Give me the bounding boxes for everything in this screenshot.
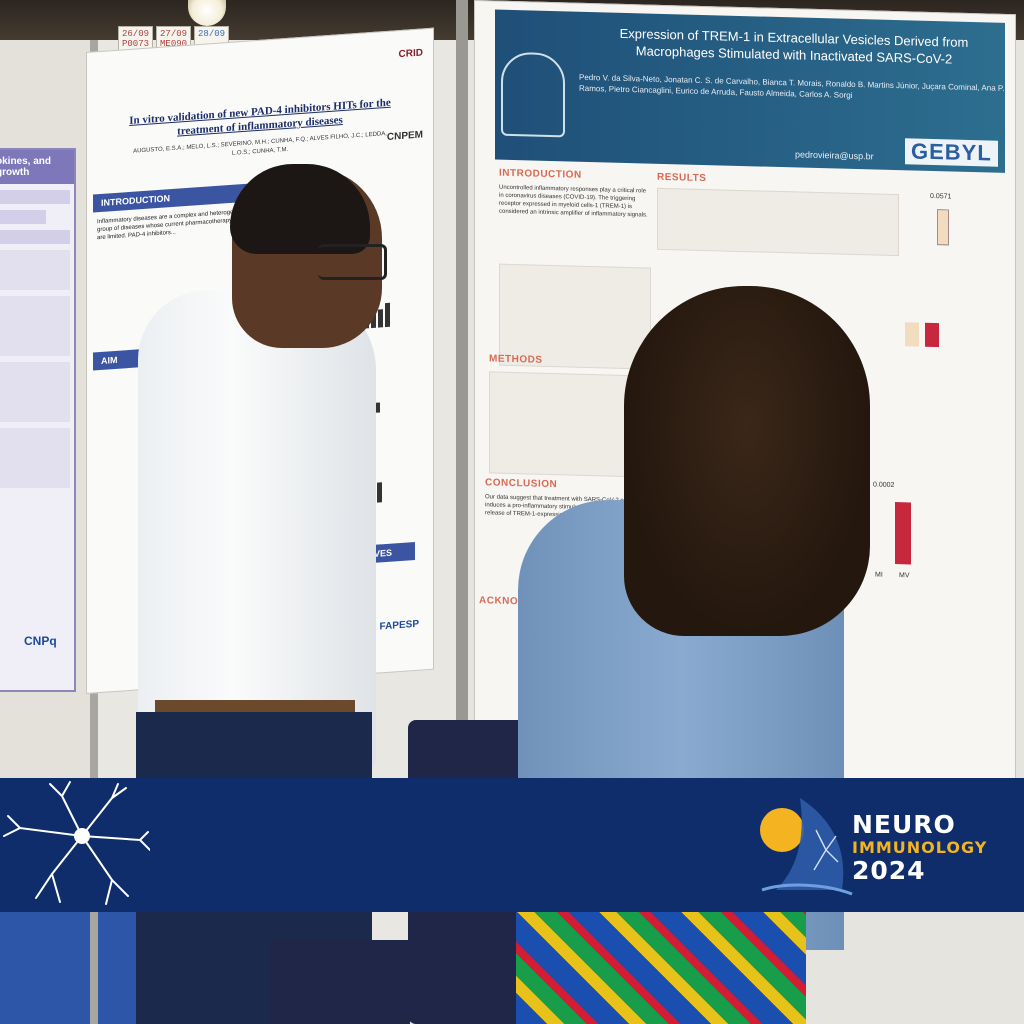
result-bar (925, 322, 939, 348)
section-methods: METHODS (489, 353, 543, 366)
result-bar (937, 209, 949, 246)
result-bar (895, 502, 911, 565)
methods-figure (489, 371, 641, 478)
man-hair (230, 164, 370, 254)
poster-right-header: Expression of TREM-1 in Extracellular Ve… (495, 9, 1005, 173)
result-bar (905, 322, 919, 347)
fapesp-logo: FAPESP (379, 618, 419, 633)
event-banner (0, 778, 1024, 912)
man-shirt (138, 290, 376, 770)
poster-right-authors: Pedro V. da Silva-Neto, Jonatan C. S. de… (579, 72, 1005, 100)
poster-right-title: Expression of TREM-1 in Extracellular Ve… (619, 25, 969, 67)
p-value-label: 0.0002 (873, 481, 895, 490)
section-results: RESULTS (657, 171, 707, 185)
crid-logo: CRID (398, 47, 423, 61)
cnpq-logo: CNPq (24, 634, 57, 648)
poster-right-intro-text: Uncontrolled inflammatory responses play… (499, 184, 648, 219)
poster-left: okines, and growth (0, 148, 76, 692)
woman-skirt (516, 912, 806, 1024)
owl-logo-icon (501, 51, 565, 138)
poster-right-email: pedrovieira@usp.br (795, 149, 874, 162)
section-introduction: INTRODUCTION (499, 167, 582, 181)
glasses (318, 244, 387, 280)
section-conclusion: CONCLUSION (485, 477, 558, 491)
results-figure (657, 187, 899, 257)
poster-left-heading: okines, and growth (0, 150, 74, 184)
event-name: NEURO IMMUNOLOGY 2024 (852, 812, 987, 884)
p-value-label: 0.0571 (930, 192, 952, 201)
neuron-icon (3, 781, 150, 905)
event-logo-icon (760, 798, 853, 896)
event-year: 2024 (852, 856, 926, 885)
woman-hair (624, 286, 870, 636)
event-name-line1: NEURO (852, 810, 956, 839)
event-name-line2: IMMUNOLOGY (852, 838, 988, 857)
gebyl-logo: GEBYL (905, 138, 998, 167)
tote-bag (270, 940, 410, 1024)
axis-label: MI (875, 571, 883, 579)
axis-label: MV (899, 572, 910, 580)
